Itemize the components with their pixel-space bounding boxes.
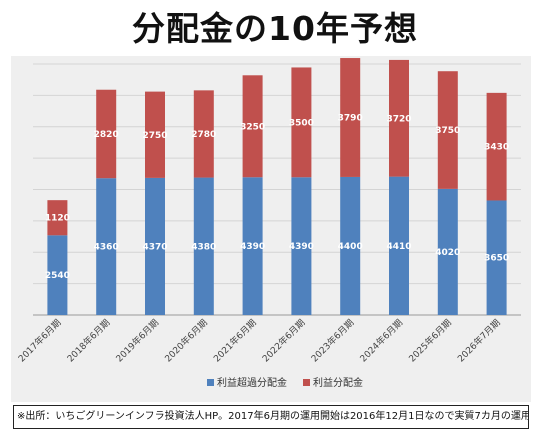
data-label: 4370 bbox=[142, 242, 167, 252]
bar-segment-profit-distribution bbox=[96, 89, 117, 179]
x-tick-label: 2026年7月期 bbox=[455, 317, 503, 365]
bar-segment-excess-distribution bbox=[291, 177, 312, 315]
bar-segment-excess-distribution bbox=[437, 188, 458, 315]
bar-segment-excess-distribution bbox=[486, 200, 507, 315]
bar-segment-profit-distribution bbox=[145, 91, 165, 178]
bar-segment-profit-distribution bbox=[291, 67, 312, 178]
x-tick-label: 2021年6月期 bbox=[211, 317, 259, 365]
data-label: 4390 bbox=[289, 242, 314, 252]
page-title: 分配金の10年予想 bbox=[132, 9, 418, 48]
bar-segment-profit-distribution bbox=[340, 58, 361, 177]
data-label: 3720 bbox=[386, 114, 411, 124]
legend-label: 利益分配金 bbox=[313, 376, 363, 389]
bar-segment-profit-distribution bbox=[389, 59, 409, 177]
data-label: 4390 bbox=[240, 242, 265, 252]
bar-segment-excess-distribution bbox=[340, 176, 361, 315]
x-tick-label: 2023年6月期 bbox=[308, 317, 356, 365]
x-tick-label: 2025年6月期 bbox=[406, 317, 454, 365]
x-tick-label: 2017年6月期 bbox=[16, 317, 64, 365]
data-label: 2820 bbox=[94, 130, 119, 140]
bar-segment-excess-distribution bbox=[96, 178, 117, 315]
legend-swatch bbox=[207, 379, 214, 386]
bar-segment-profit-distribution bbox=[242, 75, 263, 178]
bar-segment-excess-distribution bbox=[193, 177, 214, 315]
data-label: 4380 bbox=[191, 242, 216, 252]
data-label: 3250 bbox=[240, 122, 265, 132]
x-tick-label: 2019年6月期 bbox=[113, 317, 161, 365]
bar-segment-profit-distribution bbox=[193, 90, 214, 178]
x-tick-label: 2022年6月期 bbox=[260, 317, 308, 365]
data-label: 3430 bbox=[484, 143, 509, 153]
bar-segment-excess-distribution bbox=[47, 235, 68, 315]
legend-label: 利益超過分配金 bbox=[217, 376, 287, 389]
data-label: 4020 bbox=[435, 248, 460, 258]
data-label: 4360 bbox=[94, 243, 119, 253]
data-label: 3500 bbox=[289, 118, 314, 128]
data-label: 2750 bbox=[142, 131, 167, 141]
bar-segment-excess-distribution bbox=[389, 176, 409, 315]
x-tick-label: 2020年6月期 bbox=[162, 317, 210, 365]
x-tick-label: 2018年6月期 bbox=[64, 317, 112, 365]
bar-segment-profit-distribution bbox=[437, 71, 458, 189]
data-label: 4410 bbox=[386, 242, 411, 252]
data-label: 1120 bbox=[45, 214, 70, 224]
data-label: 3650 bbox=[484, 254, 509, 264]
bar-segment-profit-distribution bbox=[486, 92, 507, 201]
legend-swatch bbox=[303, 379, 310, 386]
data-label: 3790 bbox=[338, 113, 363, 123]
x-tick-label: 2024年6月期 bbox=[357, 317, 405, 365]
data-label: 2540 bbox=[45, 271, 70, 281]
bar-segment-excess-distribution bbox=[145, 177, 165, 315]
bar-segment-profit-distribution bbox=[47, 200, 68, 236]
bar-segment-excess-distribution bbox=[242, 177, 263, 315]
chart-area: 2540 1120 2017年6月期 4360 2820 2018年6月期 4370 2750… bbox=[11, 56, 531, 402]
data-label: 4400 bbox=[338, 242, 363, 252]
data-label: 3750 bbox=[435, 126, 460, 136]
stacked-bar-chart: 2540 1120 2017年6月期 4360 2820 2018年6月期 4370 2750… bbox=[16, 58, 521, 389]
data-label: 2780 bbox=[191, 130, 216, 140]
source-note: ※出所：いちごグリーンインフラ投資法人HP。2017年6月期の運用開始は2016… bbox=[13, 405, 529, 429]
